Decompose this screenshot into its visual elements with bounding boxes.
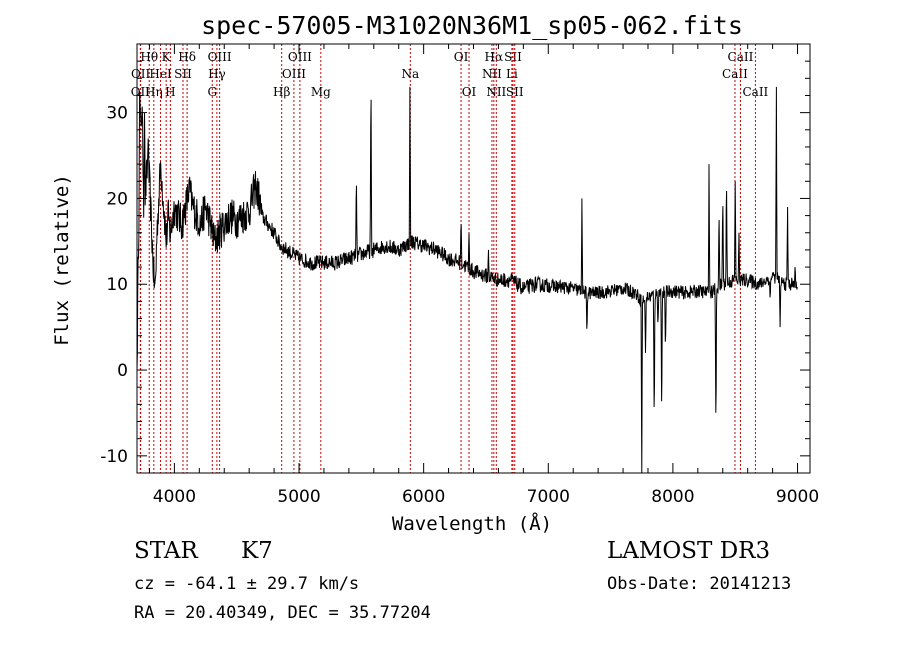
x-axis: 4000 5000 6000 7000 8000 9000: [148, 44, 819, 507]
x-tick-label: 4000: [153, 487, 196, 507]
line-marker-label: Hδ: [178, 50, 196, 64]
line-marker-label: SII: [504, 50, 522, 64]
survey-name: LAMOST DR3: [607, 538, 771, 564]
line-marker-label: SII: [174, 67, 192, 81]
y-axis-label: Flux (relative): [51, 174, 73, 346]
redshift-line: cz = -64.1 ± 29.7 km/s: [134, 574, 360, 594]
line-marker-label: CaII: [742, 85, 768, 99]
line-marker-label: OIII: [282, 67, 306, 81]
x-tick-label: 6000: [402, 487, 445, 507]
line-marker-label: OII: [131, 67, 151, 81]
line-marker-label: Mg: [311, 85, 331, 99]
y-tick-label: -10: [100, 447, 128, 467]
line-marker-label: SII: [506, 85, 524, 99]
y-tick-label: 30: [106, 104, 128, 124]
line-marker-label: HeI: [149, 67, 172, 81]
x-tick-label: 7000: [527, 487, 570, 507]
y-tick-label: 0: [117, 361, 128, 381]
line-marker-label: Hη: [145, 85, 163, 99]
line-marker-label: OI: [462, 85, 477, 99]
line-marker-label: CaII: [722, 67, 748, 81]
line-marker-label: Na: [401, 67, 419, 81]
y-tick-label: 20: [106, 189, 128, 209]
obs-date: Obs-Date: 20141213: [607, 574, 792, 594]
line-marker-label: Hγ: [208, 67, 226, 81]
coordinates: RA = 20.40349, DEC = 35.77204: [134, 603, 431, 623]
object-subclass: K7: [241, 538, 273, 564]
line-marker-label: OIII: [288, 50, 312, 64]
line-marker-label: OI: [454, 50, 469, 64]
line-marker-label: Hθ: [140, 50, 158, 64]
line-markers: OIIOIIHθHηHeIKHSIIHδGHγOIIIHβOIIIOIIIMgN…: [131, 44, 769, 473]
line-marker-label: CaII: [728, 50, 754, 64]
plot-frame: [136, 43, 811, 474]
chart-title: spec-57005-M31020N36M1_sp05-062.fits: [201, 11, 743, 40]
line-marker-label: H: [165, 85, 175, 99]
x-axis-label: Wavelength (Å): [392, 512, 552, 535]
line-marker-label: NII: [482, 67, 502, 81]
y-tick-label: 10: [106, 275, 128, 295]
y-axis: -10 0 10 20 30: [100, 43, 810, 474]
spectrum-series-line: [136, 86, 798, 474]
line-marker-label: Hβ: [273, 85, 290, 99]
line-marker-label: G: [207, 85, 217, 99]
x-tick-label: 5000: [277, 487, 320, 507]
line-marker-label: Hα: [485, 50, 504, 64]
line-marker-label: NII: [486, 85, 506, 99]
object-class: STAR: [134, 538, 198, 564]
line-marker-label: OIII: [208, 50, 232, 64]
line-marker-label: K: [162, 50, 172, 64]
x-tick-label: 8000: [651, 487, 694, 507]
x-tick-label: 9000: [776, 487, 819, 507]
line-marker-label: Li: [506, 67, 518, 81]
